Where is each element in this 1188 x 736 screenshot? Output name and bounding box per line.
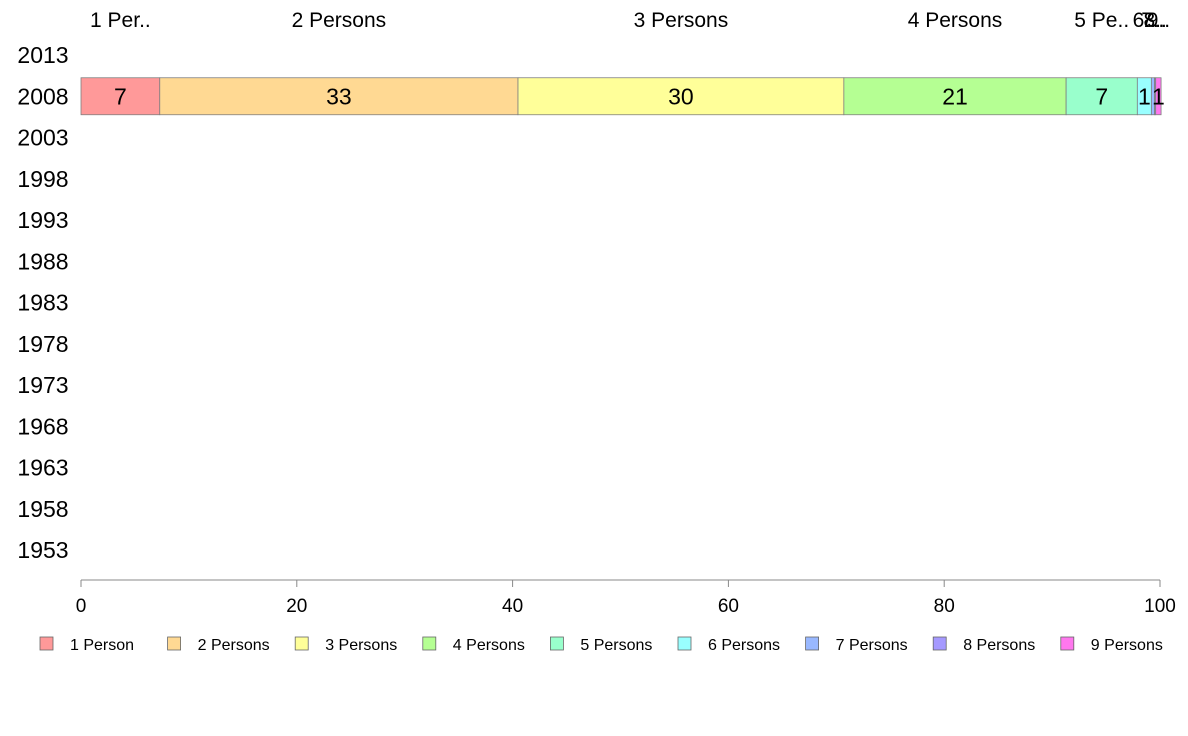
bar-value-label-3: 30 [668,83,694,109]
x-tick-label-80: 80 [934,596,955,617]
bar-segment-1 [80,77,161,116]
year-label-1988: 1988 [17,248,68,274]
bar-value-label-4: 21 [942,83,968,109]
top-label-4: 4 Persons [908,9,1003,32]
legend-swatch-6 [677,636,692,651]
bar-segment-2 [159,77,519,116]
bar-segment-4 [843,77,1067,116]
year-label-1983: 1983 [17,290,68,316]
x-tick-label-40: 40 [502,596,523,617]
x-tick-label-100: 100 [1144,596,1176,617]
year-label-2008: 2008 [17,83,68,109]
legend-swatch-9 [1060,636,1075,651]
top-label-9: 9.. [1147,9,1170,32]
x-tick-label-0: 0 [76,596,87,617]
legend-swatch-4 [422,636,437,651]
year-label-1953: 1953 [17,537,68,563]
legend-label-5: 5 Persons [580,637,652,654]
legend-label-6: 6 Persons [708,637,780,654]
year-label-1993: 1993 [17,207,68,233]
top-label-6: 6.. [1133,9,1156,32]
bar-value-label-6: 1 [1138,83,1151,109]
bar-segments: 7 33 30 21 7 1 1 [80,77,1165,116]
year-label-1958: 1958 [17,496,68,522]
legend-label-8: 8 Persons [963,637,1035,654]
legend-label-3: 3 Persons [325,637,397,654]
top-category-labels: 1 Per.. 2 Persons 3 Persons 4 Persons 5 Pe..… [90,9,1170,32]
legend-swatch-7 [805,636,819,651]
year-label-1998: 1998 [17,166,68,192]
bar-value-label-9: 1 [1152,83,1165,109]
bar-segment-9 [1155,77,1162,116]
year-label-1973: 1973 [17,372,68,398]
bar-segment-3 [517,77,845,116]
bar-value-label-1: 7 [114,83,127,109]
x-tick-label-20: 20 [286,596,307,617]
legend-label-7: 7 Persons [836,637,908,654]
legend-label-2: 2 Persons [198,637,270,654]
bar-value-label-5: 7 [1095,83,1108,109]
year-label-2013: 2013 [17,42,68,68]
legend-label-1: 1 Person [70,637,134,654]
top-label-8: 8.. [1143,9,1166,32]
top-label-1: 1 Per.. [90,9,151,32]
year-label-1978: 1978 [17,331,68,357]
legend-swatch-3 [294,636,309,651]
year-label-2003: 2003 [17,125,68,151]
legend: 1 Person 2 Persons 3 Persons 4 Persons 5 Per… [39,636,1163,654]
top-label-3: 3 Persons [634,9,729,32]
year-label-1968: 1968 [17,413,68,439]
legend-label-9: 9 Persons [1091,637,1163,654]
top-label-7: 7.. [1141,9,1164,32]
x-axis: 0 20 40 60 80 100 [76,579,1176,617]
top-label-5: 5 Pe.. [1074,9,1129,32]
legend-swatch-2 [167,636,182,651]
legend-swatch-8 [932,636,947,651]
y-axis-labels: 2013 2008 2003 1998 1993 1988 1983 1978 1973 1968… [17,42,68,563]
year-label-1963: 1963 [17,455,68,481]
legend-label-4: 4 Persons [453,637,525,654]
bar-value-label-2: 33 [326,83,352,109]
legend-swatch-5 [550,636,564,651]
legend-swatch-1 [39,636,54,651]
bar-segment-5 [1065,77,1138,116]
x-tick-label-60: 60 [718,596,739,617]
top-label-2: 2 Persons [292,9,387,32]
